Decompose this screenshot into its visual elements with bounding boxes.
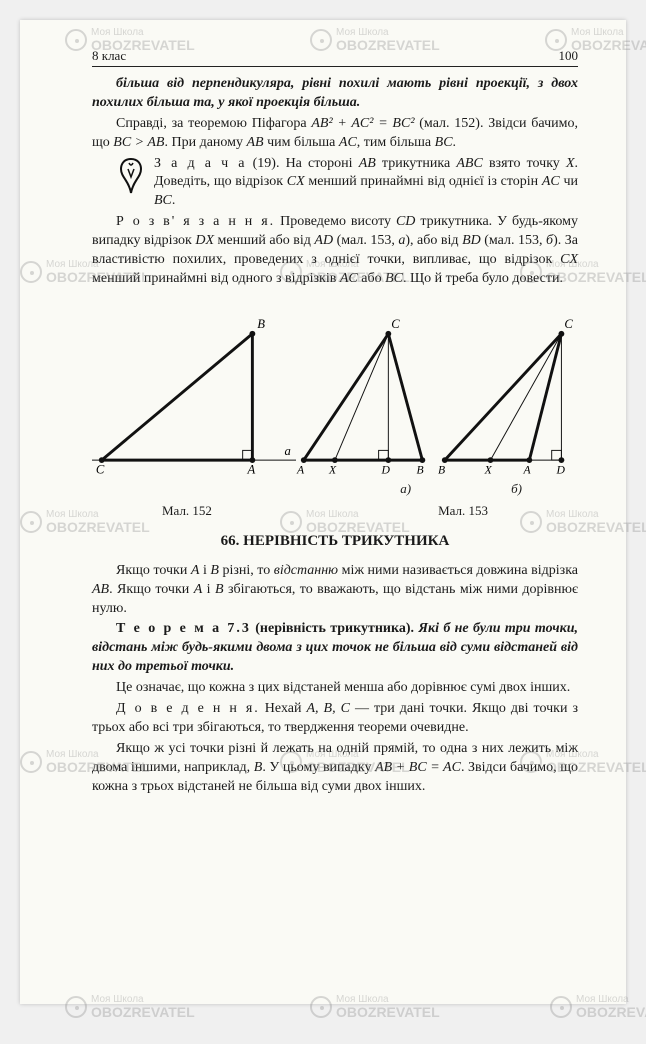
- theorem-7-3: Т е о р е м а 7.3 (нерівність трикутника…: [92, 620, 578, 677]
- distance-definition: Якщо точки A і B різні, то відстанню між…: [92, 562, 578, 619]
- page-header: 8 клас 100: [92, 48, 578, 67]
- pythagoras-paragraph: Справді, за теоремою Піфагора AB² + AC² …: [92, 115, 578, 153]
- figure-153b: C B X A D: [437, 312, 578, 477]
- svg-text:C: C: [391, 317, 400, 331]
- svg-text:D: D: [381, 464, 391, 477]
- figure-captions: Мал. 152 Мал. 153: [92, 503, 578, 519]
- header-class: 8 клас: [92, 48, 126, 64]
- label-C: C: [96, 463, 105, 477]
- svg-text:B: B: [417, 464, 424, 477]
- svg-text:D: D: [556, 464, 566, 477]
- figure-153a: C A X D B: [296, 312, 437, 477]
- intro-theorem: більша від перпендикуляра, рівні похилі …: [92, 75, 578, 113]
- proof-collinear: Якщо ж усі точки різні й лежать на одній…: [92, 740, 578, 797]
- svg-text:C: C: [564, 317, 573, 331]
- subfig-labels: а) б): [92, 481, 578, 497]
- section-heading: 66. НЕРІВНІСТЬ ТРИКУТНИКА: [92, 533, 578, 550]
- svg-text:A: A: [296, 464, 305, 477]
- svg-text:B: B: [438, 464, 445, 477]
- page-number: 100: [559, 48, 579, 64]
- label-A: A: [247, 463, 256, 477]
- textbook-page: 8 клас 100 більша від перпендикуляра, рі…: [20, 20, 626, 1004]
- figure-152: B C A a: [92, 312, 296, 477]
- problem-block: З а д а ч а (19). На стороні AB трикутни…: [92, 155, 578, 214]
- svg-text:X: X: [484, 464, 493, 477]
- solution-paragraph: Р о з в' я з а н н я. Проведемо висоту C…: [92, 213, 578, 289]
- caption-153: Мал. 153: [438, 503, 488, 519]
- caption-152: Мал. 152: [162, 503, 212, 519]
- figures-row: B C A a C A X D B: [92, 307, 578, 477]
- proof-start: Д о в е д е н н я. Нехай A, B, C — три д…: [92, 700, 578, 738]
- problem-statement: З а д а ч а (19). На стороні AB трикутни…: [154, 155, 578, 212]
- label-line-a: a: [284, 444, 290, 458]
- svg-text:A: A: [523, 464, 532, 477]
- svg-text:X: X: [328, 464, 337, 477]
- pen-icon: [116, 157, 146, 200]
- theorem-meaning: Це означає, що кожна з цих відстаней мен…: [92, 679, 578, 698]
- label-B: B: [257, 317, 265, 331]
